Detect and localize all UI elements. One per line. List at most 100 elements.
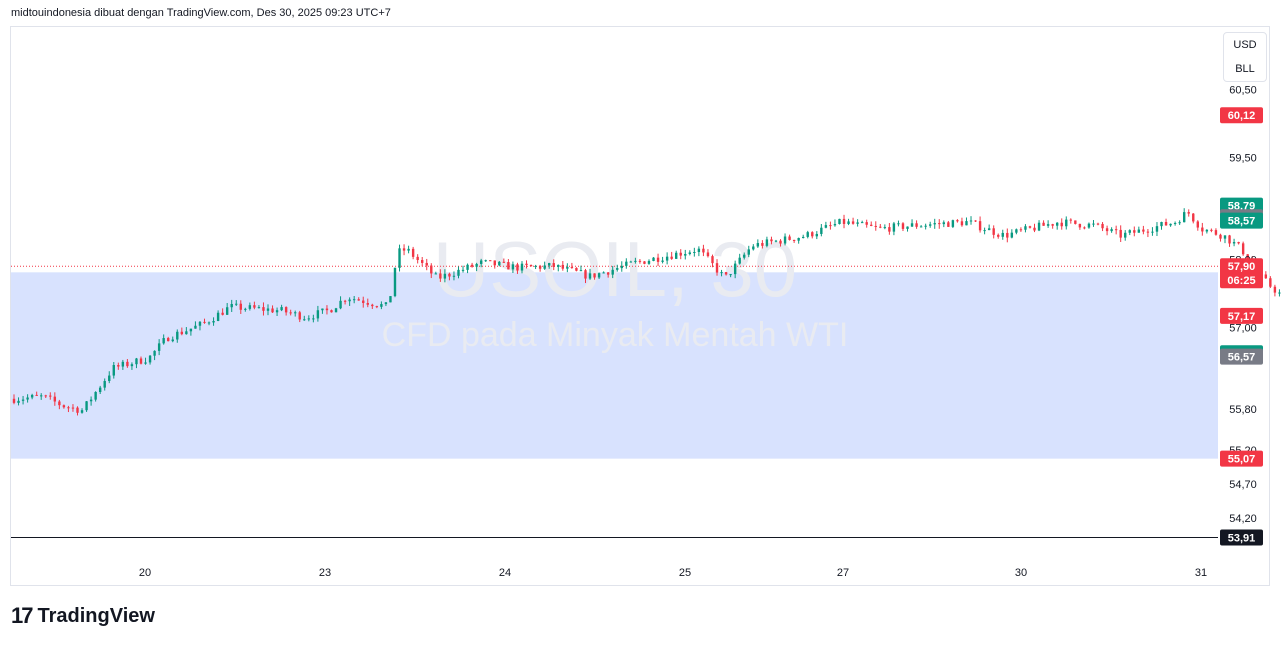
candle bbox=[593, 273, 596, 280]
candle-body bbox=[434, 273, 438, 275]
price-tag[interactable]: 53,91 bbox=[1220, 529, 1263, 546]
candle bbox=[947, 220, 950, 228]
price-tag[interactable]: 56,57 bbox=[1220, 348, 1263, 365]
candle-body bbox=[665, 256, 669, 261]
candle bbox=[566, 263, 569, 273]
candle-body bbox=[824, 225, 828, 228]
unit-label[interactable]: BLL bbox=[1235, 63, 1255, 75]
candle-body bbox=[1182, 212, 1186, 223]
candle bbox=[1228, 234, 1231, 247]
candle-body bbox=[1069, 219, 1072, 221]
candle bbox=[928, 221, 932, 228]
candle-body bbox=[421, 260, 424, 263]
candle-body bbox=[212, 320, 215, 323]
candle bbox=[752, 244, 755, 251]
candle-body bbox=[443, 273, 447, 279]
candle bbox=[1214, 228, 1218, 236]
candle bbox=[1142, 225, 1145, 235]
candle-body bbox=[747, 249, 750, 255]
currency-unit-selector[interactable]: USD BLL bbox=[1223, 32, 1267, 82]
candle-body bbox=[80, 410, 84, 413]
candle-body bbox=[207, 322, 211, 324]
price-tag[interactable]: 57,17 bbox=[1220, 307, 1263, 324]
candle-body bbox=[1083, 227, 1086, 229]
candle-body bbox=[656, 257, 660, 262]
candle bbox=[1178, 220, 1181, 225]
candle-body bbox=[411, 248, 415, 257]
candle bbox=[851, 217, 855, 225]
currency-label[interactable]: USD bbox=[1233, 39, 1257, 51]
tradingview-logo[interactable]: 17 TradingView bbox=[11, 603, 155, 629]
candle bbox=[1037, 220, 1041, 232]
price-tag[interactable]: 60,12 bbox=[1220, 107, 1263, 124]
candle-body bbox=[221, 312, 224, 315]
candle-body bbox=[675, 252, 678, 259]
price-tag[interactable]: 55,07 bbox=[1220, 450, 1263, 467]
candle-body bbox=[1019, 229, 1023, 231]
candle bbox=[316, 305, 320, 322]
candle-body bbox=[779, 240, 782, 244]
candle-body bbox=[1110, 229, 1113, 232]
y-tick-label: 57,00 bbox=[1229, 322, 1257, 334]
candle-body bbox=[588, 273, 592, 279]
candle bbox=[294, 310, 297, 317]
candle-body bbox=[294, 312, 297, 314]
candle bbox=[1201, 222, 1204, 236]
candle bbox=[244, 307, 247, 312]
candle bbox=[1074, 220, 1077, 225]
candle-body bbox=[348, 299, 351, 302]
candle-body bbox=[30, 394, 34, 398]
candle-body bbox=[815, 233, 819, 237]
candle-body bbox=[339, 300, 342, 309]
candle-body bbox=[316, 310, 320, 319]
candle bbox=[983, 227, 986, 235]
candle bbox=[339, 296, 342, 310]
candle bbox=[1164, 218, 1168, 226]
candle-body bbox=[797, 237, 800, 241]
candle-body bbox=[1065, 219, 1068, 227]
candle bbox=[185, 327, 188, 335]
y-tick-label: 54,70 bbox=[1229, 479, 1257, 491]
x-tick-label: 25 bbox=[679, 567, 691, 579]
candle bbox=[548, 262, 551, 269]
candle-body bbox=[321, 308, 324, 311]
candle bbox=[597, 272, 601, 280]
candle bbox=[1192, 213, 1195, 224]
candle bbox=[357, 297, 360, 301]
candle bbox=[1019, 227, 1023, 232]
candle-body bbox=[371, 304, 374, 307]
candle-body bbox=[947, 222, 950, 227]
price-tag[interactable]: 58,57 bbox=[1220, 212, 1263, 229]
candle-body bbox=[225, 307, 229, 315]
candle-body bbox=[366, 303, 369, 305]
candle bbox=[498, 261, 501, 267]
x-tick-label: 31 bbox=[1195, 567, 1207, 579]
candle bbox=[457, 266, 460, 279]
last-price-tag[interactable]: 57,90 06:25 bbox=[1220, 258, 1263, 289]
candle-body bbox=[230, 303, 233, 308]
candle-body bbox=[1096, 223, 1100, 225]
candle-body bbox=[1015, 229, 1018, 233]
candle-body bbox=[557, 264, 560, 267]
candle bbox=[1083, 226, 1086, 230]
candle-body bbox=[697, 248, 701, 253]
demand-zone[interactable] bbox=[11, 272, 1218, 459]
candle-body bbox=[720, 272, 723, 274]
candle-body bbox=[1133, 230, 1136, 233]
candle bbox=[838, 218, 841, 225]
candle-body bbox=[135, 358, 138, 365]
candle bbox=[765, 236, 769, 248]
price-tag-label: 56,57 bbox=[1228, 352, 1256, 364]
candle bbox=[180, 327, 184, 336]
candle-body bbox=[820, 227, 823, 234]
candle bbox=[85, 401, 88, 412]
candle-body bbox=[76, 407, 79, 413]
candle bbox=[76, 406, 79, 416]
levels-layer bbox=[11, 265, 1218, 539]
zones-layer bbox=[11, 272, 1218, 459]
candle bbox=[30, 393, 34, 400]
candle bbox=[969, 216, 973, 225]
candle-body bbox=[1219, 234, 1222, 239]
candle bbox=[1042, 220, 1045, 226]
